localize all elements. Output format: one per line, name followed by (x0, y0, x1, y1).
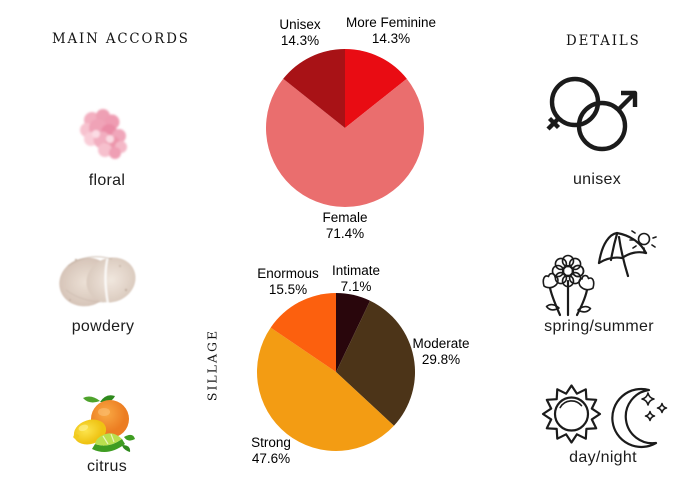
pie-label-strong-name: Strong (251, 435, 291, 450)
pie-slice-female (266, 78, 424, 207)
accord-label-floral: floral (88, 172, 126, 189)
detail-label-day-night: day/night (569, 449, 637, 466)
pie-label-unisex-pct: 14.3% (280, 33, 320, 48)
floral-image (80, 109, 127, 159)
pie-label-enormous-name: Enormous (257, 266, 319, 281)
gender-pie-chart (266, 49, 424, 207)
male-female-symbols-icon (546, 76, 638, 152)
pie-label-unisex-name: Unisex (279, 17, 321, 32)
main-accords-title: MAIN ACCORDS (52, 31, 190, 47)
pie-label-enormous-pct: 15.5% (268, 282, 308, 297)
pie-label-female-pct: 71.4% (325, 226, 365, 241)
pie-label-more-feminine-name: More Feminine (345, 15, 437, 30)
pie-label-intimate: Intimate 7.1% (332, 263, 380, 295)
pie-slice-intimate (336, 293, 371, 372)
sun-and-moon-icon (541, 384, 668, 448)
pie-label-strong-pct: 47.6% (251, 451, 291, 466)
pie-label-more-feminine-pct: 14.3% (371, 31, 411, 46)
pie-slice-strong (256, 327, 394, 452)
detail-label-spring-summer: spring/summer (544, 318, 654, 335)
flowers-umbrella-sun-icon (542, 230, 657, 317)
pie-label-strong: Strong 47.6% (251, 435, 291, 467)
pie-slice-more-feminine (345, 49, 407, 128)
citrus-image (73, 395, 135, 453)
pie-label-more-feminine: More Feminine 14.3% (346, 15, 436, 47)
pie-label-unisex: Unisex 14.3% (279, 17, 320, 49)
pie-slice-unisex (283, 49, 345, 128)
pie-label-female: Female 71.4% (322, 210, 367, 242)
pie-label-moderate: Moderate 29.8% (412, 336, 469, 368)
pie-label-female-name: Female (322, 210, 368, 225)
pie-label-moderate-pct: 29.8% (421, 352, 461, 367)
sillage-pie-chart (256, 293, 416, 452)
sillage-axis-label: SILLAGE (204, 328, 220, 402)
accord-label-citrus: citrus (86, 458, 128, 475)
pie-label-intimate-pct: 7.1% (340, 279, 372, 294)
powdery-image (59, 255, 136, 307)
detail-label-unisex: unisex (572, 171, 622, 188)
pie-label-moderate-name: Moderate (412, 336, 470, 351)
accord-label-powdery: powdery (71, 318, 135, 335)
pie-slice-enormous (270, 293, 336, 372)
pie-label-enormous: Enormous 15.5% (257, 266, 319, 298)
details-title: DETAILS (566, 33, 641, 49)
pie-label-intimate-name: Intimate (331, 263, 381, 278)
pie-slice-moderate (336, 300, 416, 426)
